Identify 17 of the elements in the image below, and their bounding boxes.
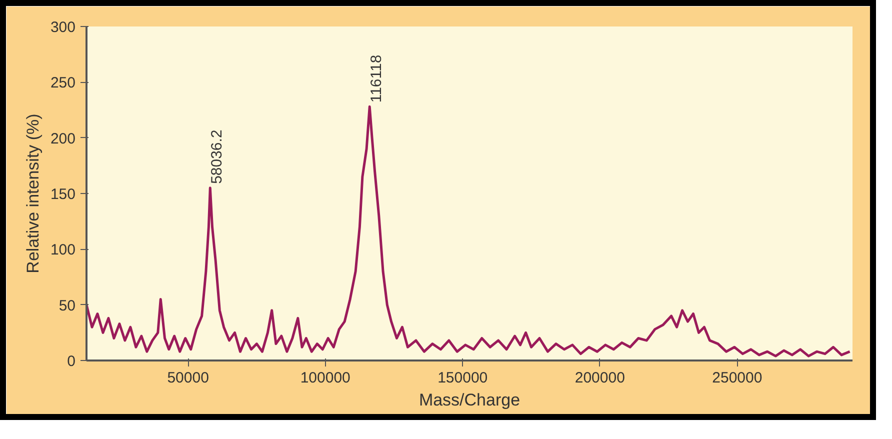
x-tick-label: 50000 bbox=[167, 370, 209, 386]
y-tick-label: 250 bbox=[50, 74, 76, 92]
y-tick-label: 200 bbox=[50, 130, 76, 148]
x-tick-label: 250000 bbox=[712, 370, 762, 386]
x-tick-label: 200000 bbox=[574, 370, 625, 386]
x-tick-label: 100000 bbox=[300, 370, 350, 386]
line-series bbox=[86, 105, 852, 358]
y-axis-title: Relative intensity (%) bbox=[23, 114, 42, 274]
x-axis-title: Mass/Charge bbox=[418, 390, 520, 410]
y-tick-label: 300 bbox=[50, 19, 76, 36]
y-tick-label: 50 bbox=[58, 297, 76, 314]
annotation: 116118 bbox=[368, 54, 386, 103]
y-tick-label: 0 bbox=[67, 353, 76, 370]
annotation: 58036.2 bbox=[208, 130, 226, 184]
y-tick-label: 150 bbox=[50, 186, 76, 203]
y-tick-label: 100 bbox=[50, 242, 76, 259]
x-tick-label: 150000 bbox=[438, 370, 488, 386]
